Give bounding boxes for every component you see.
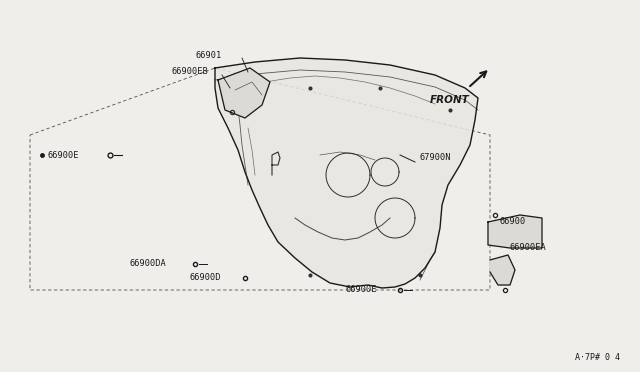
Text: 66900D: 66900D [190, 273, 221, 282]
Text: 66900EA: 66900EA [510, 244, 547, 253]
Text: 67900N: 67900N [420, 154, 451, 163]
Polygon shape [218, 68, 270, 118]
Text: 66900E: 66900E [48, 151, 79, 160]
Text: FRONT: FRONT [430, 95, 470, 105]
Text: 66901: 66901 [195, 51, 221, 60]
Text: A·7P# 0 4: A·7P# 0 4 [575, 353, 620, 362]
Text: 66900EB: 66900EB [172, 67, 209, 77]
Polygon shape [490, 255, 515, 285]
Text: 66900E: 66900E [345, 285, 376, 295]
Text: 66900DA: 66900DA [130, 259, 167, 267]
Text: 66900: 66900 [500, 218, 526, 227]
Polygon shape [488, 215, 542, 248]
Polygon shape [215, 58, 478, 288]
